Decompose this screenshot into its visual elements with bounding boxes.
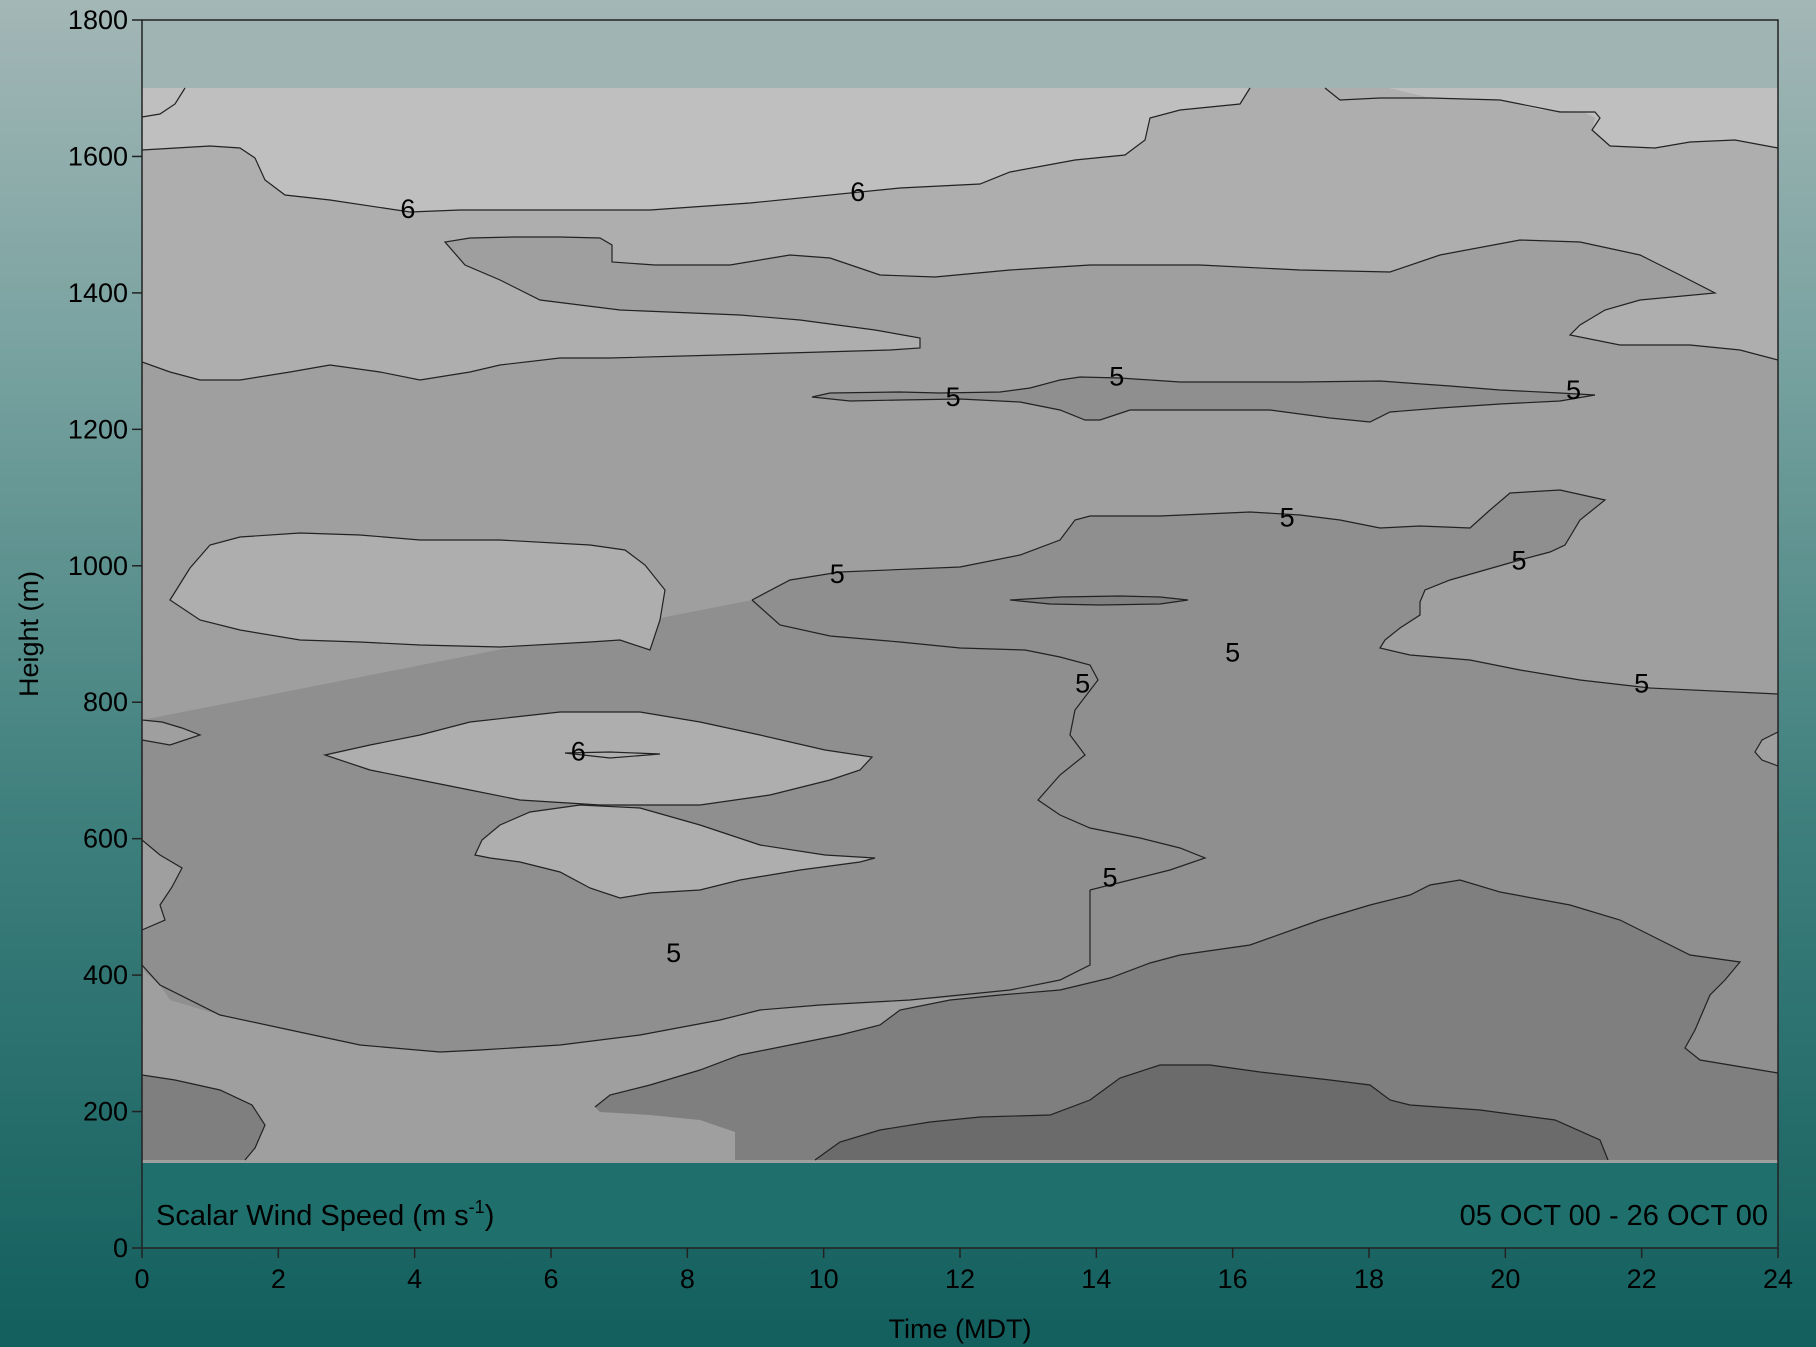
contour-region-top-left-corner — [142, 88, 185, 117]
contour-label: 5 — [1634, 668, 1649, 698]
y-tick-label: 1600 — [68, 141, 128, 171]
y-tick-label: 1800 — [68, 5, 128, 35]
y-tick-label: 1400 — [68, 278, 128, 308]
x-tick-label: 20 — [1490, 1264, 1520, 1294]
variable-unit-exponent: -1 — [469, 1197, 485, 1217]
x-tick-label: 8 — [680, 1264, 695, 1294]
contour-line-5-mid — [751, 489, 1778, 695]
x-tick-label: 2 — [271, 1264, 286, 1294]
contour-line-lower-4 — [594, 879, 1778, 1108]
contour-label: 5 — [1511, 545, 1526, 575]
contour-line-left-750 — [322, 711, 874, 806]
contour-label: 5 — [1280, 503, 1295, 533]
contour-line-lower-left — [142, 1074, 266, 1161]
contour-label: 5 — [1109, 361, 1124, 391]
y-tick-label: 1200 — [68, 414, 128, 444]
below-data-band — [142, 1163, 1778, 1248]
x-tick-label: 0 — [134, 1264, 149, 1294]
variable-label-text: Scalar Wind Speed (m s — [156, 1200, 469, 1232]
y-tick-label: 400 — [83, 960, 128, 990]
contour-label: 5 — [830, 559, 845, 589]
contour-line-top-left — [142, 87, 186, 118]
contour-label: 5 — [1102, 863, 1117, 893]
contour-region-right-edge — [1755, 732, 1778, 766]
contour-label: 5 — [946, 382, 961, 412]
contour-region-top-light — [142, 86, 1778, 212]
contour-region-left-1000 — [170, 533, 665, 650]
contour-line-5-center — [751, 599, 1207, 891]
x-tick-label: 18 — [1354, 1264, 1384, 1294]
contour-line-right-edge — [1754, 731, 1778, 767]
x-axis: 0 2 4 6 8 10 12 14 16 18 20 22 24 — [134, 1248, 1793, 1294]
date-range: 05 OCT 00 - 26 OCT 00 — [1460, 1200, 1768, 1232]
contour-region-streak — [1010, 596, 1188, 605]
contour-line-1250 — [811, 376, 1596, 423]
above-data-band — [142, 20, 1778, 88]
contour-line-1400 — [142, 236, 1778, 381]
contour-region-lower-left — [142, 1075, 265, 1160]
contour-region-left-600 — [475, 805, 875, 898]
y-axis-title: Height (m) — [14, 571, 44, 697]
contour-line-6-top-right — [1324, 87, 1778, 149]
contour-line-streak — [1009, 595, 1189, 606]
y-axis: 0 200 400 600 800 1000 1200 1400 1600 1800 — [68, 5, 142, 1263]
contour-region-upper-medium — [142, 86, 1778, 380]
y-tick-label: 0 — [113, 1233, 128, 1263]
contour-label: 5 — [666, 938, 681, 968]
contour-lines — [142, 87, 1778, 1161]
y-tick-label: 600 — [83, 824, 128, 854]
contour-label: 6 — [400, 194, 415, 224]
contour-fill-layers: 6 6 5 5 5 5 5 5 5 5 5 6 5 5 — [142, 20, 1778, 1248]
contour-label: 5 — [1075, 668, 1090, 698]
y-tick-label: 800 — [83, 687, 128, 717]
contour-region-lower-4 — [595, 880, 1778, 1160]
x-tick-label: 16 — [1218, 1264, 1248, 1294]
contour-label: 6 — [850, 177, 865, 207]
contour-line-5-low — [142, 719, 1091, 1053]
x-tick-label: 24 — [1763, 1264, 1793, 1294]
x-axis-title: Time (MDT) — [889, 1314, 1032, 1344]
x-tick-label: 10 — [809, 1264, 839, 1294]
contour-region-left-750 — [325, 712, 872, 805]
x-tick-label: 12 — [945, 1264, 975, 1294]
x-tick-label: 22 — [1627, 1264, 1657, 1294]
contour-line-6-top — [142, 87, 1251, 213]
contour-line-lower-3 — [814, 1064, 1609, 1161]
x-tick-label: 4 — [407, 1264, 422, 1294]
y-tick-label: 200 — [83, 1097, 128, 1127]
contour-line-6-inner — [564, 751, 661, 759]
contour-line-left-1000 — [169, 532, 666, 651]
contour-label: 5 — [1225, 638, 1240, 668]
contour-region-lower-3 — [815, 1065, 1608, 1160]
x-tick-label: 6 — [543, 1264, 558, 1294]
contour-line-left-600 — [474, 804, 876, 899]
y-tick-label: 1000 — [68, 551, 128, 581]
contour-label: 6 — [571, 737, 586, 767]
contour-label: 5 — [1566, 375, 1581, 405]
variable-label: Scalar Wind Speed (m s-1) — [156, 1197, 494, 1232]
contour-labels: 6 6 5 5 5 5 5 5 5 5 5 6 5 5 — [400, 177, 1649, 968]
x-tick-label: 14 — [1081, 1264, 1111, 1294]
variable-label-close: ) — [485, 1200, 495, 1232]
